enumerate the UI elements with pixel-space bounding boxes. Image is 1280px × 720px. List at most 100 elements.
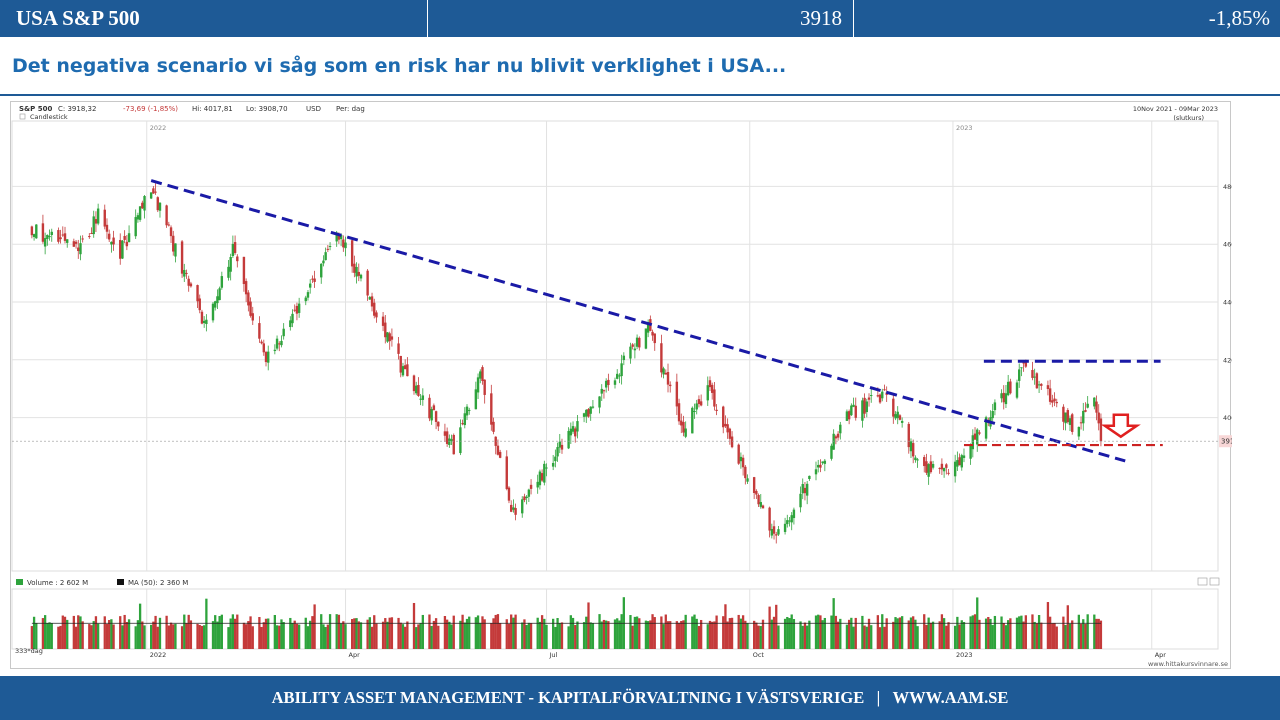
ma-legend-swatch (117, 579, 124, 585)
volume-bar (556, 618, 559, 649)
candle-body (359, 274, 363, 279)
candle-body (1020, 367, 1023, 369)
volume-bar (448, 621, 451, 649)
volume-bar (293, 620, 296, 649)
volume-bar (1035, 623, 1039, 649)
volume-bar (684, 614, 687, 649)
x-tick-label: Apr (1155, 651, 1167, 659)
candle-body (397, 343, 400, 354)
footer-website[interactable]: WWW.AAM.SE (892, 688, 1009, 707)
volume-bar (1024, 615, 1027, 649)
candle-body (713, 389, 716, 407)
volume-bar (141, 621, 144, 649)
volume-bar (598, 614, 601, 649)
volume-bar (320, 614, 323, 649)
volume-bar (991, 625, 994, 649)
volume-bar (138, 603, 142, 649)
panel-settings-icon[interactable] (1197, 577, 1208, 586)
candle-body (169, 227, 173, 237)
volume-bar (865, 626, 868, 649)
volume-bar (644, 620, 648, 649)
candle-body (428, 397, 431, 419)
volume-bar (61, 615, 64, 649)
candle-body (850, 405, 853, 416)
volume-bar (852, 626, 855, 649)
candle-body (1015, 382, 1019, 398)
candle-body (79, 243, 82, 255)
candle-body (629, 346, 632, 359)
candle-body (675, 381, 679, 407)
candle-body (865, 401, 869, 413)
volume-bar (907, 620, 910, 649)
candle-body (560, 444, 564, 450)
volume-bar (57, 626, 60, 649)
candle-body (138, 206, 142, 220)
volume-bar (682, 620, 685, 649)
candle-body (867, 397, 871, 400)
volume-bar (850, 617, 853, 649)
volume-bar (993, 615, 997, 649)
x-tick-label: 2022 (150, 651, 167, 659)
candle-body (167, 224, 171, 226)
volume-bar (973, 614, 977, 649)
candle-body (777, 529, 780, 535)
candle-body (697, 399, 701, 405)
volume-bar (401, 624, 405, 649)
candle-body (1062, 406, 1065, 422)
volume-bar (437, 625, 440, 649)
volume-bar (808, 620, 811, 649)
volume-panel (30, 597, 1103, 649)
volume-bar (390, 617, 394, 649)
candle-body (881, 391, 884, 399)
candle-body (1095, 401, 1098, 413)
volume-bar (560, 622, 564, 649)
candle-body (112, 237, 115, 245)
volume-bar (79, 616, 82, 649)
volume-legend-swatch (16, 579, 23, 585)
volume-bar (1077, 614, 1080, 649)
volume-bar (94, 616, 98, 649)
candle-body (529, 484, 533, 489)
candle-body (883, 389, 886, 391)
panel-close-icon[interactable] (1209, 577, 1220, 586)
volume-bar (1004, 625, 1008, 649)
chart-close-note: (slutkurs) (1173, 114, 1204, 122)
chart-type-checkbox[interactable] (19, 113, 26, 120)
volume-bar (777, 625, 780, 649)
volume-bar (1071, 620, 1074, 649)
chart-type-selector[interactable]: Candlestick (30, 113, 68, 121)
candle-body (569, 428, 573, 436)
candle-body (669, 384, 672, 387)
candle-body (328, 245, 332, 247)
volume-bar (582, 622, 586, 649)
candle-body (801, 484, 804, 494)
volume-bar (863, 625, 866, 649)
volume-bar (960, 620, 963, 649)
volume-bar (481, 616, 484, 649)
volume-bar (233, 618, 237, 649)
volume-bar (273, 614, 276, 649)
volume-bar (629, 615, 632, 649)
candle-body (41, 223, 45, 242)
candle-body (366, 270, 369, 296)
candle-body (373, 302, 376, 316)
volume-bar (605, 620, 608, 649)
candle-body (57, 230, 60, 242)
price-chart: S&P 500 C: 3918,32 -73,69 (-1,85%) Hi: 4… (10, 10, 1263, 669)
volume-bar (724, 604, 727, 649)
volume-bar (216, 621, 219, 649)
volume-bar (799, 621, 802, 649)
volume-bar (969, 616, 972, 649)
volume-bar (342, 621, 345, 649)
candle-body (1018, 369, 1021, 381)
candle-body (834, 436, 838, 439)
volume-bar (900, 616, 904, 649)
candle-body (368, 297, 372, 300)
candle-body (322, 260, 325, 264)
candle-body (962, 455, 966, 458)
volume-bar (525, 625, 528, 649)
candle-body (63, 233, 67, 241)
volume-bar (527, 622, 531, 649)
candle-body (1099, 418, 1103, 442)
candle-body (35, 224, 38, 239)
